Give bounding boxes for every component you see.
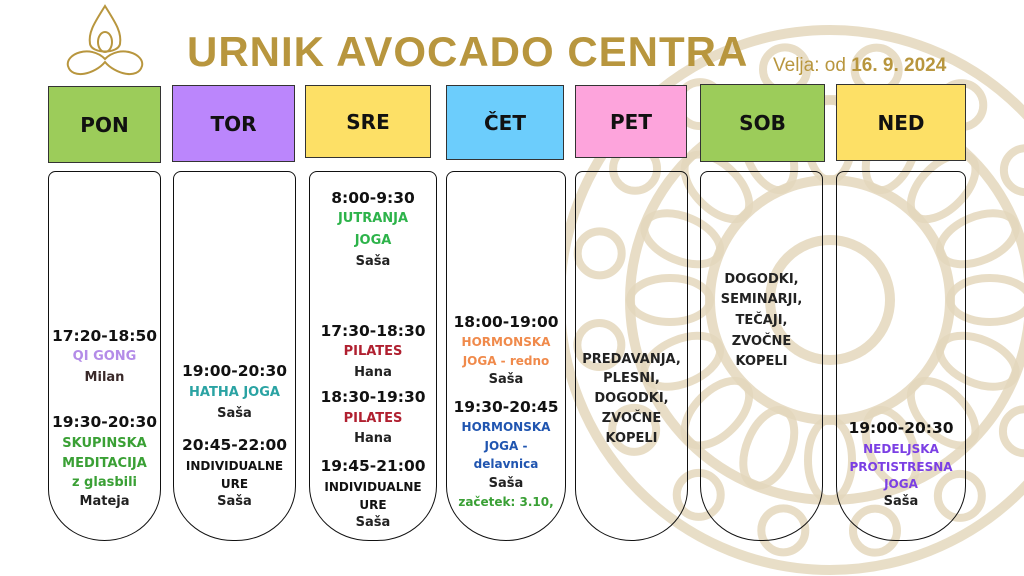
class-detail: HORMONSKA: [461, 420, 551, 434]
day-header-sre: SRE: [305, 85, 431, 158]
class-detail: Saša: [883, 494, 919, 509]
class-time: 17:20-18:50: [51, 327, 158, 345]
class-detail: KOPELI: [735, 354, 788, 369]
day-header-pon: PON: [48, 86, 161, 163]
mandala-petal: [935, 209, 1020, 269]
class-time: 19:30-20:30: [51, 413, 158, 431]
class-time: 20:45-22:00: [181, 436, 288, 454]
mandala-petal: [626, 274, 714, 326]
class-detail: PROTISTRESNA: [849, 460, 953, 474]
class-detail: Saša: [488, 372, 524, 387]
class-detail: INDIVIDUALNE: [185, 459, 284, 473]
class-detail: DOGODKI,: [724, 272, 799, 287]
valid-prefix: Velja: od: [773, 55, 846, 76]
class-detail: URE: [220, 477, 249, 491]
mandala-ring-dot: [573, 227, 626, 280]
class-detail: URE: [359, 498, 387, 512]
class-detail: HATHA JOGA: [189, 385, 280, 400]
class-time: 19:45-21:00: [320, 457, 426, 475]
class-time: 18:00-19:00: [453, 313, 559, 331]
class-detail: z glasbili: [71, 475, 138, 490]
class-detail: Saša: [217, 494, 252, 509]
class-time: 17:30-18:30: [320, 322, 426, 340]
class-detail: SEMINARJI,: [720, 292, 803, 307]
day-column-ned: 19:00-20:30 NEDELJSKA PROTISTRESNA JOGA Saša: [836, 171, 966, 541]
class-detail: JOGA: [884, 477, 918, 491]
mandala-petal: [680, 376, 754, 450]
day-header-pet: PET: [575, 85, 687, 158]
day-header-čet: ČET: [446, 85, 564, 160]
class-detail: INDIVIDUALNE: [324, 480, 422, 494]
day-header-sob: SOB: [700, 84, 825, 162]
mandala-petal: [804, 416, 856, 504]
class-time: 19:00-20:30: [181, 362, 288, 380]
page-title: URNIK AVOCADO CENTRA: [187, 28, 749, 75]
class-detail: začetek: 3.10,: [458, 495, 554, 509]
mandala-ring-dot: [998, 405, 1024, 458]
class-detail: Saša: [355, 254, 391, 269]
mandala-petal: [640, 331, 725, 391]
class-detail: KOPELI: [605, 431, 658, 446]
class-detail: ZVOČNE: [731, 334, 792, 349]
class-detail: HORMONSKA: [461, 335, 551, 349]
class-detail: QI GONG: [72, 349, 137, 364]
class-time: 8:00-9:30: [331, 189, 415, 207]
mandala-ring-dot: [573, 319, 626, 372]
class-detail: Milan: [84, 370, 125, 385]
class-detail: NEDELJSKA: [863, 442, 939, 456]
class-detail: JUTRANJA: [337, 211, 409, 226]
mandala-petal: [906, 376, 980, 450]
lotus-logo: [66, 4, 144, 76]
day-header-ned: NED: [836, 84, 966, 161]
class-detail: SKUPINSKA: [62, 436, 147, 451]
class-detail: TEČAJI,: [735, 313, 788, 328]
day-column-pon: 17:20-18:50 QI GONG Milan 19:30-20:30 SKUPIN…: [48, 171, 161, 541]
class-detail: MEDITACIJA: [62, 456, 147, 471]
class-detail: ZVOČNE: [601, 411, 662, 426]
day-column-tor: 19:00-20:30 HATHA JOGA Saša 20:45-22:00 INDI…: [173, 171, 296, 541]
mandala-ring-dot: [999, 144, 1024, 197]
class-detail: Hana: [354, 365, 392, 380]
class-detail: PILATES: [343, 411, 403, 426]
valid-date: 16. 9. 2024: [851, 55, 947, 76]
class-detail: Saša: [217, 406, 252, 421]
class-detail: Saša: [355, 515, 391, 530]
class-detail: PILATES: [343, 344, 403, 359]
class-detail: Mateja: [79, 494, 130, 509]
class-time: 19:00-20:30: [848, 419, 954, 437]
class-detail: JOGA - redno: [462, 354, 550, 368]
valid-from: Velja: od 16. 9. 2024: [773, 55, 946, 77]
class-time: 18:30-19:30: [320, 388, 426, 406]
class-detail: PREDAVANJA,: [582, 352, 681, 367]
mandala-petal: [935, 331, 1020, 391]
class-time: 19:30-20:45: [453, 398, 559, 416]
class-detail: PLESNI,: [603, 371, 660, 386]
day-column-čet: 18:00-19:00 HORMONSKA JOGA - redno Saša 19:3…: [446, 171, 566, 541]
class-detail: DOGODKI,: [594, 391, 669, 406]
day-column-sob: DOGODKI, SEMINARJI, TEČAJI, ZVOČNE KOPELI: [700, 171, 823, 541]
day-column-sre: 8:00-9:30 JUTRANJA JOGA Saša 17:30-18:30 PILA…: [309, 171, 437, 541]
class-detail: delavnica: [473, 457, 539, 471]
day-column-pet: PREDAVANJA, PLESNI, DOGODKI, ZVOČNE KOPELI: [575, 171, 688, 541]
class-detail: Saša: [488, 476, 524, 491]
class-detail: Hana: [354, 431, 392, 446]
class-detail: JOGA -: [484, 439, 528, 453]
mandala-ring-dot: [608, 403, 661, 456]
day-header-tor: TOR: [172, 85, 295, 162]
class-detail: JOGA: [354, 233, 392, 248]
mandala-petal: [946, 274, 1024, 326]
